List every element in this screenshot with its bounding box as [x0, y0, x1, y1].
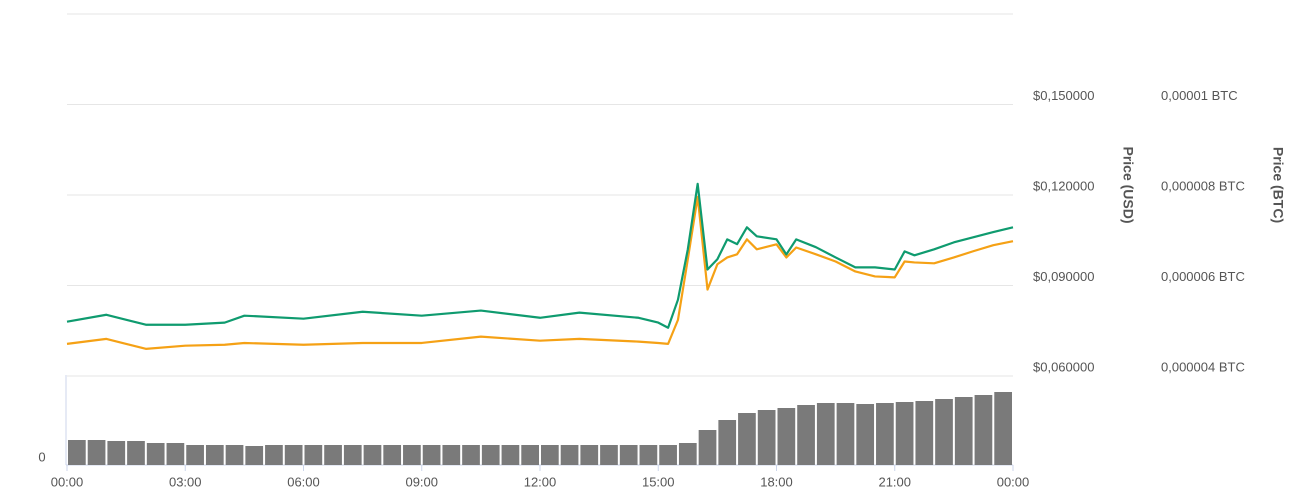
volume-bar [186, 445, 204, 465]
volume-bar [166, 443, 185, 465]
volume-bar [757, 410, 776, 465]
y-tick-label: $0,120000 [1033, 178, 1094, 193]
volume-bar [107, 441, 126, 465]
y-tick-label: $0,060000 [1033, 359, 1094, 374]
volume-bar [935, 399, 953, 465]
volume-bar [205, 445, 224, 465]
y2-tick-label: 0,000008 BTC [1161, 178, 1245, 193]
volume-bar [68, 440, 86, 465]
y2-tick-label: 0,000004 BTC [1161, 359, 1245, 374]
volume-bar [225, 445, 244, 465]
volume-bar [127, 441, 145, 465]
volume-bar [718, 420, 737, 465]
x-tick-label: 06:00 [287, 474, 320, 489]
volume-bar [816, 403, 835, 465]
volume-bar [304, 445, 323, 465]
volume-bar [146, 443, 165, 465]
volume-bar [541, 445, 559, 465]
volume-bar [481, 445, 500, 465]
y2-axis-title: Price (BTC) [1270, 147, 1286, 223]
y-tick-label: 0 [38, 449, 45, 464]
price-line [66, 195, 1014, 350]
volume-bar [777, 408, 796, 465]
x-tick-label: 03:00 [169, 474, 202, 489]
volume-bar [856, 404, 875, 465]
x-tick-label: 00:00 [997, 474, 1030, 489]
x-tick-label: 12:00 [524, 474, 557, 489]
y2-tick-label: 0,000006 BTC [1161, 269, 1245, 284]
volume-bar [265, 445, 283, 465]
volume-bar [619, 445, 638, 465]
volume-bar [836, 403, 855, 465]
volume-bar [343, 445, 362, 465]
x-tick-label: 21:00 [878, 474, 911, 489]
price-line [66, 182, 1014, 329]
volume-bar [383, 445, 402, 465]
volume-bar [797, 405, 815, 465]
volume-bar [954, 397, 973, 465]
volume-bar [521, 445, 539, 465]
volume-bar [501, 445, 520, 465]
volume-bar [324, 445, 342, 465]
volume-bar [639, 445, 658, 465]
volume-bar [363, 445, 382, 465]
x-tick-label: 15:00 [642, 474, 675, 489]
volume-bar [678, 443, 697, 465]
y-axis-title: Price (USD) [1120, 146, 1136, 223]
volume-bar [403, 445, 421, 465]
volume-bar [738, 413, 756, 465]
volume-bar [659, 445, 677, 465]
volume-bar [915, 401, 934, 465]
volume-bar [580, 445, 599, 465]
y-tick-label: $0,090000 [1033, 269, 1094, 284]
volume-bar [698, 430, 717, 465]
volume-bar [974, 395, 993, 465]
x-tick-label: 18:00 [760, 474, 793, 489]
volume-bar [442, 445, 461, 465]
volume-bar [994, 392, 1012, 465]
volume-bar [87, 440, 106, 465]
y2-tick-label: 0,00001 BTC [1161, 88, 1238, 103]
volume-bar [600, 445, 618, 465]
volume-bar [895, 402, 914, 465]
x-tick-label: 00:00 [51, 474, 84, 489]
volume-bar [245, 446, 264, 465]
volume-bar [284, 445, 303, 465]
volume-bar [462, 445, 480, 465]
y-tick-label: $0,150000 [1033, 88, 1094, 103]
volume-bar [876, 403, 894, 465]
volume-bar [560, 445, 579, 465]
volume-bar [422, 445, 441, 465]
x-tick-label: 09:00 [405, 474, 438, 489]
